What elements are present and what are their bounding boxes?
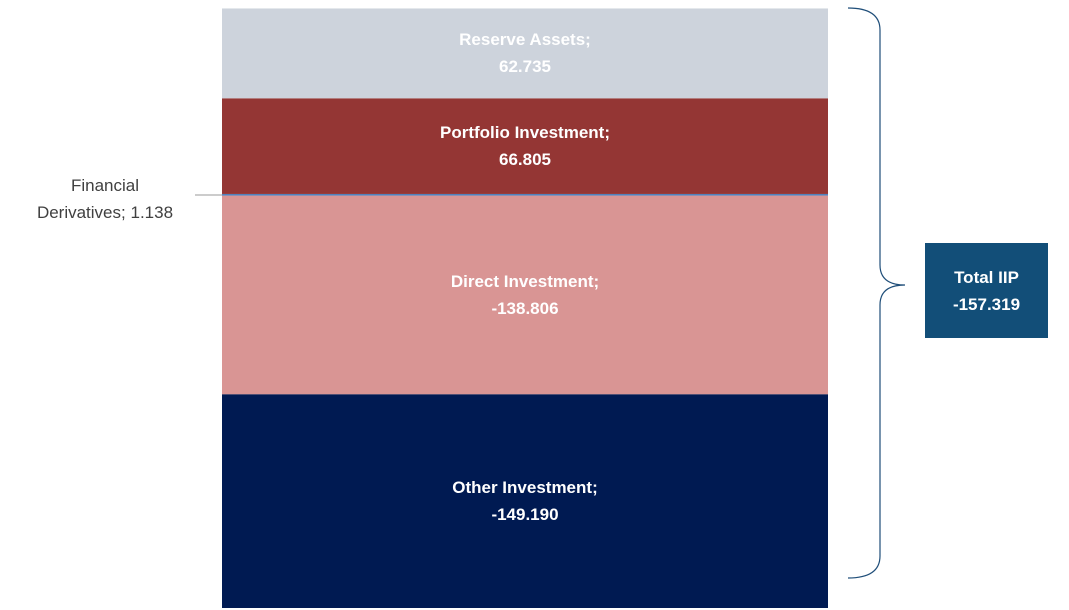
label-separator: ;	[593, 271, 600, 291]
data-label: Reserve Assets; 62.735	[410, 26, 640, 80]
label-separator: ;	[585, 30, 591, 50]
total-label: Total IIP	[954, 267, 1019, 287]
brace	[847, 7, 906, 579]
label-name: Reserve Assets	[459, 30, 586, 50]
total-box: Total IIP -157.319	[925, 243, 1048, 338]
data-label: Financial Derivatives; 1.138	[25, 172, 185, 226]
data-label: Portfolio Investment; 66.805	[438, 119, 613, 173]
label-name: Financial Derivatives	[36, 175, 140, 222]
bar-segment	[222, 8, 828, 99]
data-label: Other Investment; -149.190	[410, 474, 640, 528]
bar-segment	[222, 98, 828, 194]
label-name: Portfolio Investment	[439, 123, 605, 143]
data-label: Direct Investment; -138.806	[410, 268, 640, 322]
bar-segment	[222, 195, 828, 395]
label-separator: ;	[592, 478, 598, 498]
bar-segment	[222, 394, 828, 608]
label-name: Other Investment	[452, 478, 593, 498]
label-value: -149.190	[491, 505, 559, 525]
total-value: -157.319	[952, 294, 1021, 314]
label-name: Direct Investment	[450, 271, 594, 291]
label-value: 1.138	[130, 202, 174, 222]
label-value: -138.806	[491, 298, 559, 318]
label-separator: ;	[121, 202, 126, 222]
label-value: 66.805	[499, 150, 551, 170]
label-value: 62.735	[499, 57, 551, 77]
bar-segment	[222, 193, 828, 196]
label-separator: ;	[604, 123, 611, 143]
